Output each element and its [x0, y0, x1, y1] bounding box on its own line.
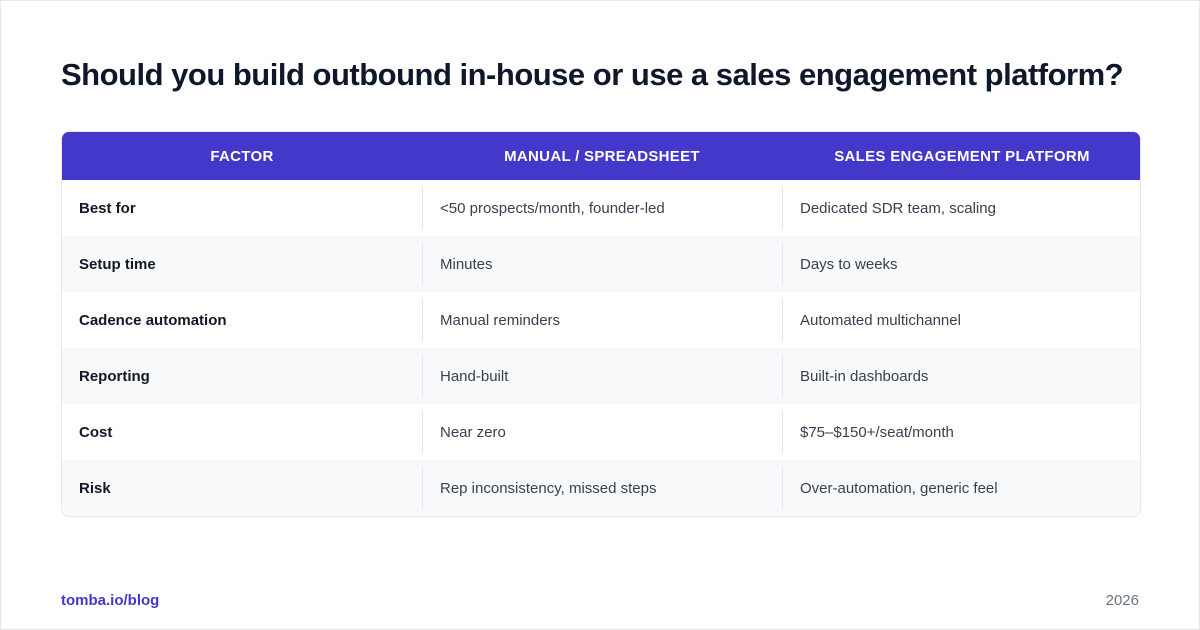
platform-cell: Days to weeks — [782, 236, 1140, 292]
column-header-platform: SALES ENGAGEMENT PLATFORM — [834, 147, 1090, 165]
page-title: Should you build outbound in-house or us… — [61, 57, 1124, 92]
factor-cell: Cadence automation — [79, 311, 227, 329]
manual-cell: Manual reminders — [422, 292, 782, 348]
platform-cell: $75–$150+/seat/month — [782, 404, 1140, 460]
comparison-table: FACTOR MANUAL / SPREADSHEET SALES ENGAGE… — [61, 131, 1141, 517]
platform-cell: Built-in dashboards — [782, 348, 1140, 404]
factor-cell: Cost — [79, 423, 113, 441]
manual-cell: Near zero — [422, 404, 782, 460]
table-row: Risk Rep inconsistency, missed steps Ove… — [62, 460, 1140, 516]
table-row: Setup time Minutes Days to weeks — [62, 236, 1140, 292]
factor-cell: Best for — [79, 199, 136, 217]
platform-cell: Automated multichannel — [782, 292, 1140, 348]
factor-cell: Reporting — [79, 367, 150, 385]
platform-cell: Over-automation, generic feel — [782, 460, 1140, 516]
table-row: Cadence automation Manual reminders Auto… — [62, 292, 1140, 348]
column-header-factor: FACTOR — [210, 147, 274, 165]
year-label: 2026 — [1105, 592, 1139, 609]
table-row: Cost Near zero $75–$150+/seat/month — [62, 404, 1140, 460]
column-header-manual: MANUAL / SPREADSHEET — [504, 147, 700, 165]
table-row: Reporting Hand-built Built-in dashboards — [62, 348, 1140, 404]
blog-link[interactable]: tomba.io/blog — [61, 592, 160, 609]
platform-cell: Dedicated SDR team, scaling — [782, 180, 1140, 236]
manual-cell: Hand-built — [422, 348, 782, 404]
manual-cell: Rep inconsistency, missed steps — [422, 460, 782, 516]
table-row: Best for <50 prospects/month, founder-le… — [62, 180, 1140, 236]
factor-cell: Risk — [79, 479, 111, 497]
table-header: FACTOR MANUAL / SPREADSHEET SALES ENGAGE… — [62, 132, 1140, 180]
manual-cell: Minutes — [422, 236, 782, 292]
manual-cell: <50 prospects/month, founder-led — [422, 180, 782, 236]
factor-cell: Setup time — [79, 255, 156, 273]
